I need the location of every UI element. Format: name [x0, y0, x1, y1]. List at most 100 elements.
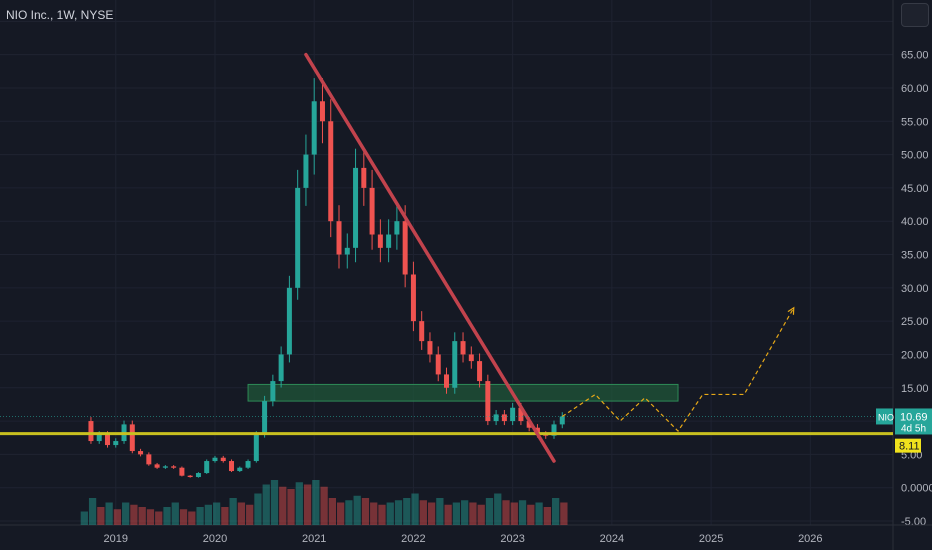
y-tick-label: 35.00 [901, 250, 929, 262]
volume-bar [494, 493, 502, 525]
volume-bar [270, 480, 279, 525]
volume-bar [80, 511, 88, 525]
candle-body [419, 321, 425, 342]
candle-body [204, 461, 210, 474]
y-tick-label: 55.00 [901, 116, 929, 128]
volume-bar [237, 502, 246, 525]
y-tick-label: 65.00 [901, 50, 929, 62]
candle-body [154, 464, 160, 468]
candle-body [452, 341, 458, 388]
x-tick-label: 2020 [203, 533, 227, 545]
x-tick-label: 2024 [600, 533, 624, 545]
y-tick-label: 50.00 [901, 150, 929, 162]
volume-bar [179, 509, 188, 525]
volume-bar [469, 502, 477, 525]
down-trendline[interactable] [304, 52, 556, 463]
volume-bar [444, 504, 452, 525]
x-tick-label: 2021 [302, 533, 326, 545]
candle-body [113, 441, 119, 446]
candle-body [286, 287, 292, 355]
candle-body [138, 451, 144, 455]
candle-body [171, 466, 177, 468]
volume-bar [163, 507, 171, 525]
candle-body [501, 414, 507, 422]
candle-body [435, 354, 441, 375]
volume-bar [312, 480, 320, 525]
candle-body [369, 187, 375, 235]
volume-bar [411, 493, 419, 525]
volume-bar [146, 509, 155, 525]
support-zone[interactable] [247, 383, 679, 402]
volume-bar [287, 489, 295, 525]
y-tick-label: 40.00 [901, 216, 929, 228]
y-tick-label: 60.00 [901, 83, 929, 95]
candle-body [278, 354, 284, 382]
volume-bar [345, 500, 353, 525]
volume-bar [502, 500, 510, 525]
volume-bar [138, 507, 146, 525]
candle-body [427, 341, 433, 355]
candle-body [187, 475, 193, 478]
volume-bar [196, 507, 204, 525]
candle-body [162, 466, 168, 468]
y-tick-label: 45.00 [901, 183, 929, 195]
volume-bar [328, 498, 337, 525]
support-tag [895, 438, 921, 453]
y-tick-label: 25.00 [901, 316, 929, 328]
volume-bar [378, 504, 386, 525]
candle-body [344, 247, 350, 255]
volume-bar [361, 498, 370, 525]
candle-body [328, 121, 334, 222]
candle-body [460, 341, 466, 355]
volume-bar [436, 498, 444, 525]
candle-body [444, 374, 449, 388]
x-tick-label: 2026 [798, 533, 822, 545]
y-tick-label: -5.00 [901, 516, 926, 528]
candle-body [262, 401, 268, 435]
candle-body [179, 467, 185, 476]
volume-bar [204, 504, 212, 525]
candle-body [212, 457, 218, 462]
candle-body [559, 416, 565, 425]
candle-body [229, 461, 235, 472]
volume-bar [254, 493, 262, 525]
volume-bar [394, 500, 403, 525]
candle-body [96, 434, 102, 442]
volume-bar [155, 511, 163, 525]
candle-body [402, 221, 408, 275]
candle-body [386, 234, 392, 248]
volume-bar [485, 498, 494, 525]
x-tick-label: 2023 [500, 533, 524, 545]
volume-bar [427, 502, 436, 525]
price-tag-value: 10.69 [900, 411, 928, 423]
volume-bar [477, 504, 485, 525]
volume-bar [320, 486, 328, 525]
volume-bar [510, 502, 518, 525]
volume-bar [386, 502, 394, 525]
candle-body [88, 421, 94, 442]
volume-bar [97, 507, 105, 525]
volume-bar [188, 511, 196, 525]
x-tick-label: 2019 [104, 533, 128, 545]
price-tag-countdown: 4d 5h [901, 423, 926, 434]
chart-settings-button[interactable] [901, 3, 929, 27]
y-tick-label: 20.00 [901, 349, 929, 361]
volume-bar [518, 500, 527, 525]
y-tick-label: 30.00 [901, 283, 929, 295]
candle-body [245, 461, 251, 468]
candle-body [311, 101, 317, 155]
candle-body [493, 414, 499, 422]
candle-body [104, 434, 110, 446]
volume-bar [212, 502, 221, 525]
candle-body [270, 381, 276, 402]
candle-body [510, 407, 516, 422]
volume-bar [527, 504, 535, 525]
candle-body [129, 424, 135, 452]
candle-body [410, 274, 416, 322]
candle-body [477, 361, 483, 382]
candle-body [303, 154, 309, 188]
volume-bar [295, 482, 303, 525]
projection-path[interactable] [561, 307, 795, 432]
candle-body [146, 454, 152, 465]
